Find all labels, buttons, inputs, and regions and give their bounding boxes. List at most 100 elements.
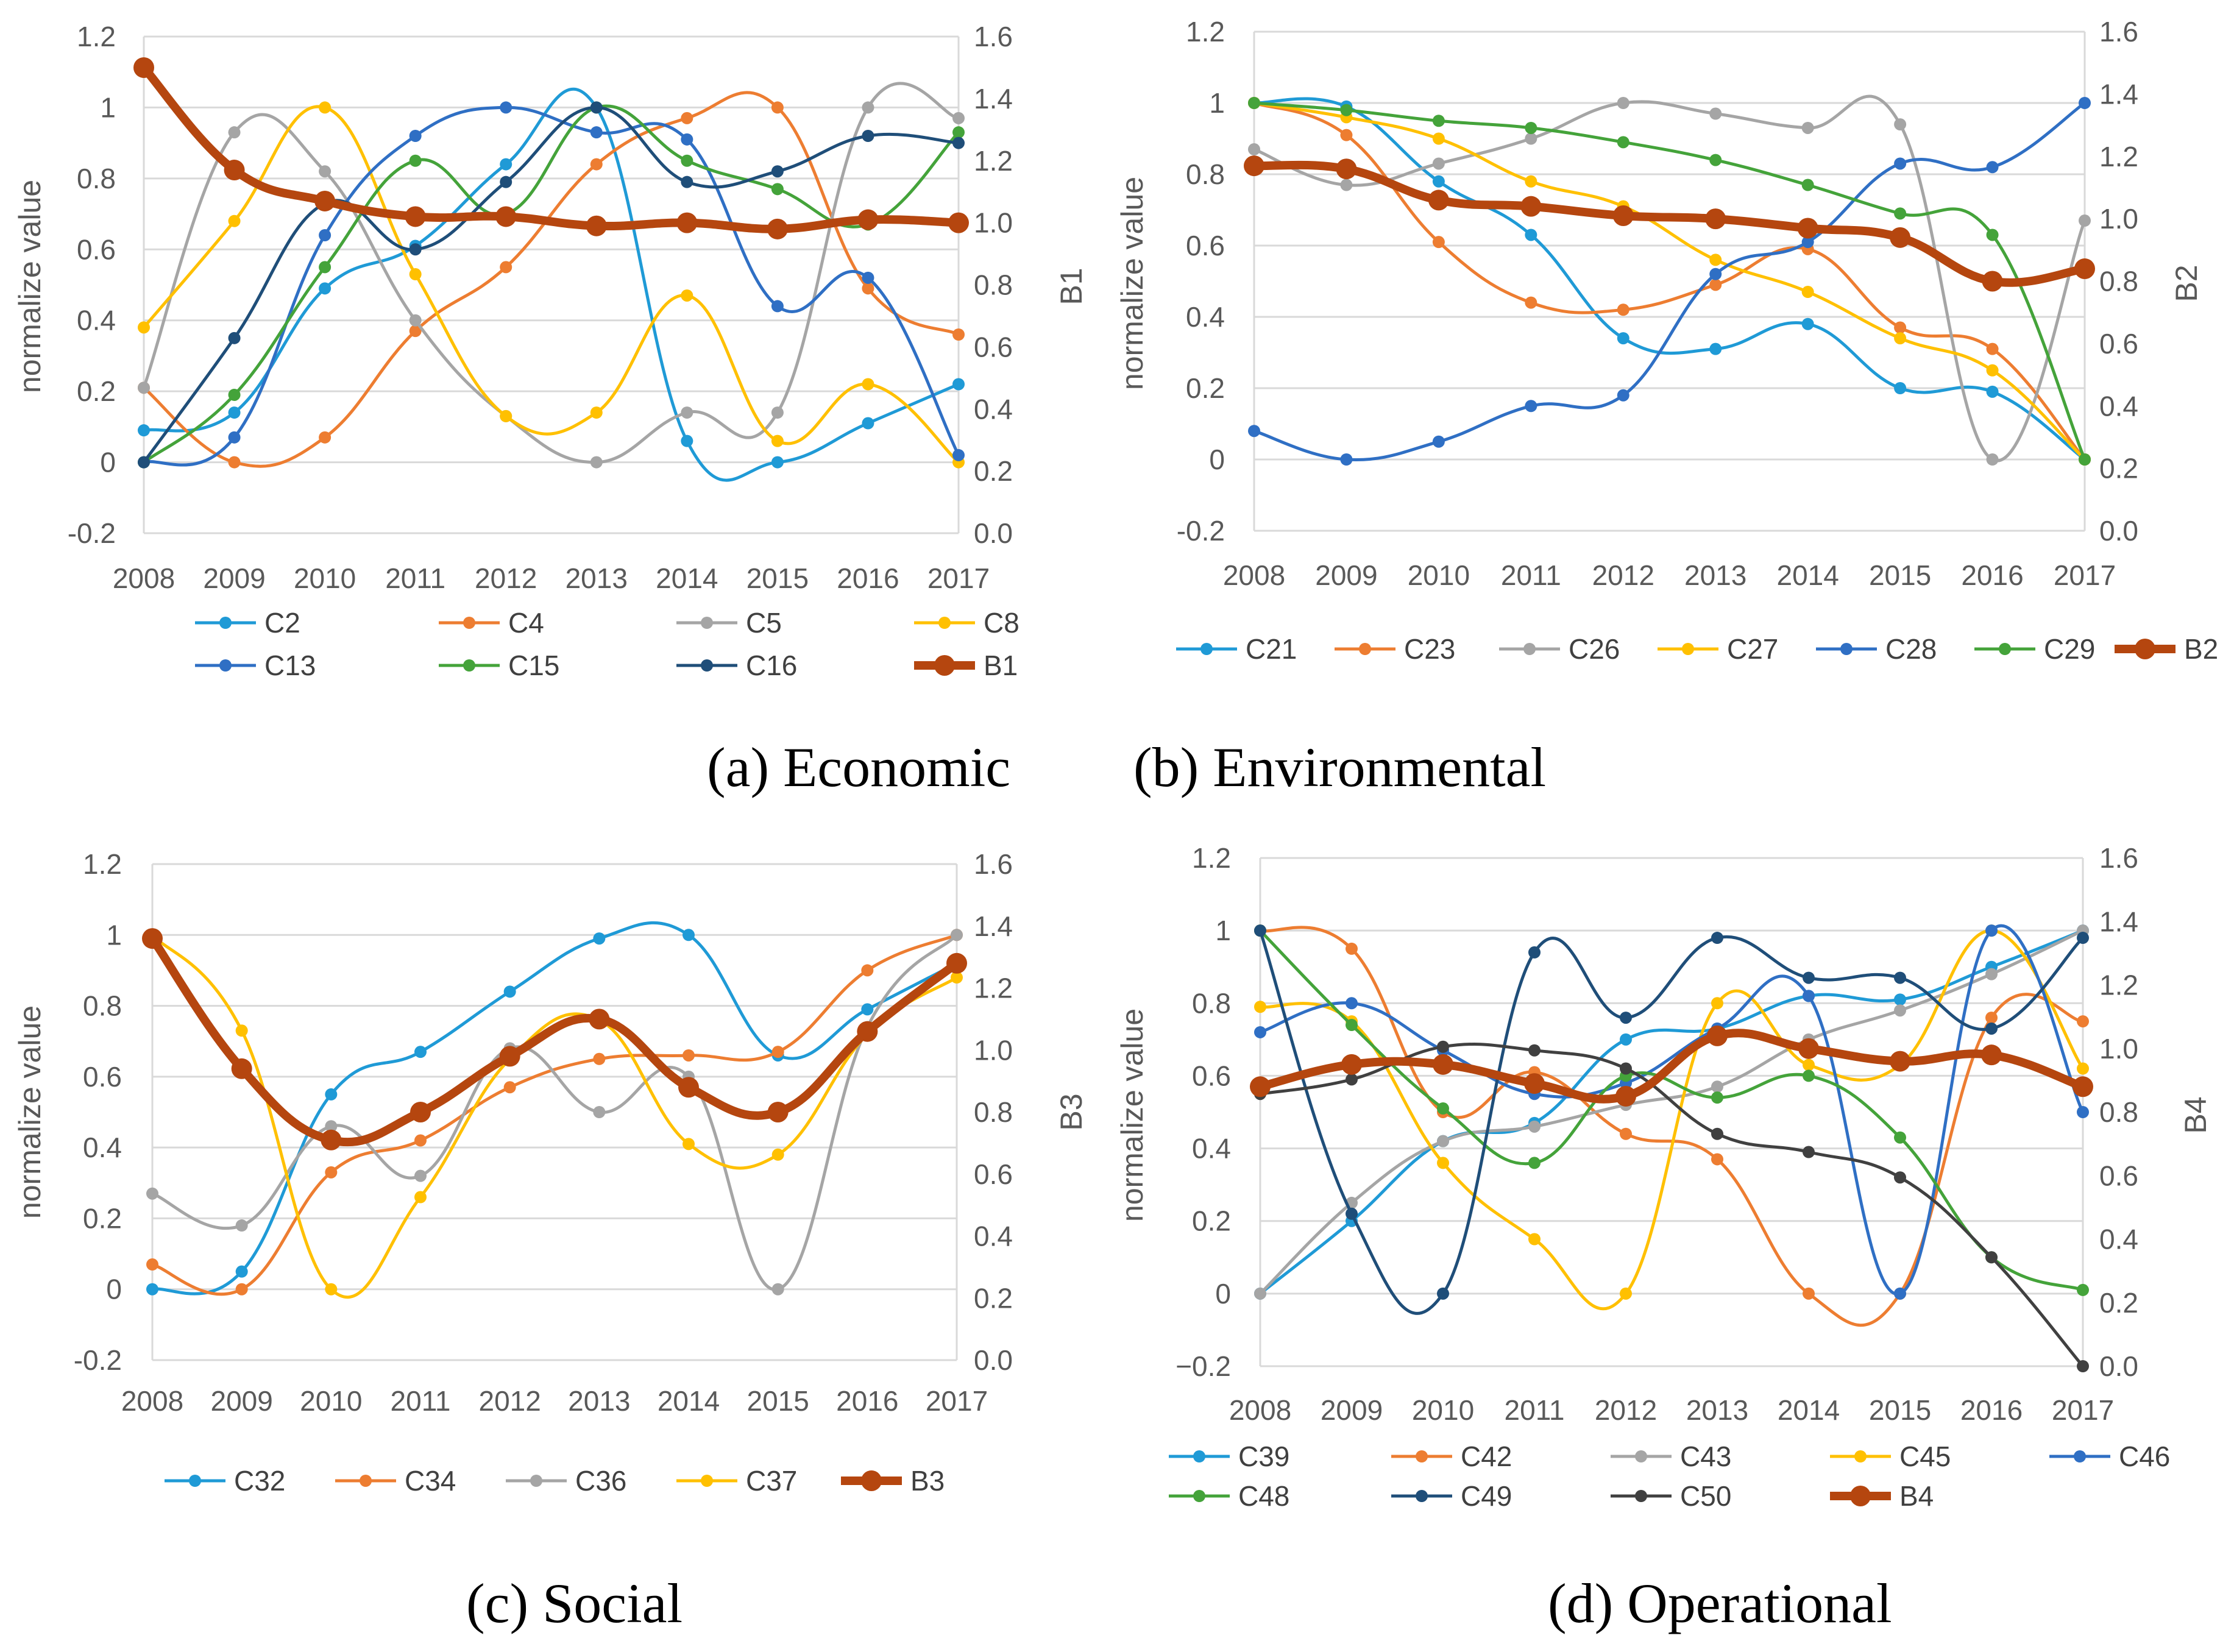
data-point: [228, 331, 241, 344]
series-line: [1252, 97, 2087, 461]
data-point: [146, 1187, 158, 1200]
data-point: [1711, 1127, 1723, 1140]
series-line: [1256, 1029, 2087, 1104]
legend-item-c32: C32: [165, 1465, 285, 1497]
x-tick-label: 2014: [656, 562, 718, 594]
y-tick-label: 0: [1209, 444, 1225, 475]
legend-item-b2: B2: [2115, 633, 2218, 665]
data-point: [1437, 1102, 1449, 1115]
data-point: [681, 434, 693, 447]
data-point: [1894, 382, 1907, 394]
data-point: [325, 1283, 338, 1296]
data-point: [1433, 1054, 1453, 1075]
legend-item-c21: C21: [1176, 633, 1297, 665]
y-tick-label: 0: [106, 1274, 122, 1305]
data-point: [1346, 997, 1358, 1010]
data-point: [228, 456, 241, 469]
series-line: [142, 87, 960, 482]
data-point: [1525, 296, 1537, 309]
data-point: [1709, 107, 1722, 120]
data-point: [1617, 97, 1629, 109]
data-point: [1620, 1012, 1632, 1024]
legend-item-c13: C13: [195, 650, 316, 681]
y-axis-title: normalize value: [1115, 177, 1149, 390]
data-point: [1986, 229, 1999, 241]
y2-tick-label: 1.4: [974, 910, 1013, 942]
y-tick-label: 1.2: [83, 848, 122, 880]
data-point: [146, 1258, 158, 1271]
x-tick-label: 2014: [1776, 559, 1839, 591]
y2-tick-label: 1.4: [2099, 78, 2138, 110]
data-point: [681, 175, 693, 188]
series-b2: [1244, 155, 2095, 292]
data-point: [1709, 342, 1722, 355]
legend-label: B3: [910, 1465, 945, 1497]
data-point: [319, 282, 332, 295]
y-tick-label: 1: [1215, 915, 1231, 946]
series-line: [142, 91, 960, 468]
y-tick-label: -0.2: [74, 1344, 122, 1376]
data-point: [586, 215, 607, 236]
data-point: [590, 101, 603, 114]
data-point: [1528, 1233, 1541, 1246]
data-point: [678, 1077, 699, 1098]
x-tick-label: 2017: [926, 1385, 988, 1417]
y2-tick-label: 1.2: [974, 145, 1013, 177]
data-point: [1803, 1069, 1815, 1082]
panel-environmental: 1.2 1 0.8 0.6 0.4 0.2 0 -0.2 1.6 1.4 1.2 1.0 0.8 0.6…: [1115, 16, 2218, 665]
legend-label: B1: [984, 650, 1018, 681]
legend: C32 C34 C36 C37 B3: [165, 1465, 945, 1497]
y-tick-label: 0.2: [1186, 372, 1225, 404]
y-tick-label: 0.4: [1186, 301, 1225, 333]
data-point: [1803, 971, 1815, 984]
y-tick-label: 0: [100, 447, 116, 478]
data-point: [771, 1046, 784, 1058]
gridlines: [1259, 857, 2084, 1367]
data-point: [946, 952, 967, 974]
data-point: [1620, 1033, 1632, 1046]
data-point: [1520, 196, 1542, 217]
y2-tick-label: 1.0: [2099, 203, 2138, 235]
series-line: [142, 105, 960, 464]
x-tick-label: 2008: [1223, 559, 1285, 591]
legend-swatch-marker: [1682, 643, 1694, 655]
data-point: [1340, 453, 1353, 466]
data-point: [414, 1191, 427, 1204]
data-point: [681, 112, 693, 124]
right-axis-ticks: 1.6 1.4 1.2 1.0 0.8 0.6 0.4 0.2 0.0: [974, 848, 1013, 1376]
series-line: [151, 933, 959, 1291]
data-point: [1803, 1146, 1815, 1158]
legend-label: C39: [1238, 1441, 1289, 1472]
y-tick-label: 0.2: [1192, 1205, 1231, 1237]
y2-tick-label: 0.8: [2099, 1096, 2138, 1128]
data-point: [1894, 971, 1906, 984]
x-tick-label: 2009: [203, 562, 265, 594]
legend-item-b1: B1: [914, 650, 1018, 681]
legend-swatch-marker: [463, 659, 475, 672]
legend-item-c49: C49: [1391, 1480, 1512, 1512]
data-point: [146, 1283, 158, 1296]
legend-swatch-marker: [1193, 1490, 1205, 1502]
series-c42: [1254, 924, 2089, 1327]
y-tick-label: 1: [100, 91, 116, 123]
data-point: [1528, 946, 1541, 959]
legend-swatch-marker: [2074, 1450, 2086, 1462]
data-point: [2077, 1015, 2089, 1028]
y-tick-label: 0.2: [77, 375, 116, 407]
data-point: [1894, 332, 1907, 345]
data-point: [1248, 97, 1260, 109]
data-point: [1709, 154, 1722, 166]
y2-tick-label: 0.6: [974, 331, 1013, 363]
caption-operational: (d) Operational: [1548, 1572, 1892, 1634]
data-point: [683, 1049, 695, 1062]
legend-label: C5: [746, 607, 782, 639]
y2-tick-label: 1.0: [2099, 1033, 2138, 1065]
data-point: [1248, 143, 1260, 156]
data-point: [503, 985, 516, 998]
legend-swatch-marker: [1416, 1450, 1428, 1462]
x-tick-label: 2010: [1412, 1394, 1474, 1426]
y2-tick-label: 1.2: [974, 973, 1013, 1004]
data-point: [1620, 1127, 1632, 1140]
data-point: [133, 57, 154, 78]
y2-tick-label: 0.0: [2099, 1350, 2138, 1382]
